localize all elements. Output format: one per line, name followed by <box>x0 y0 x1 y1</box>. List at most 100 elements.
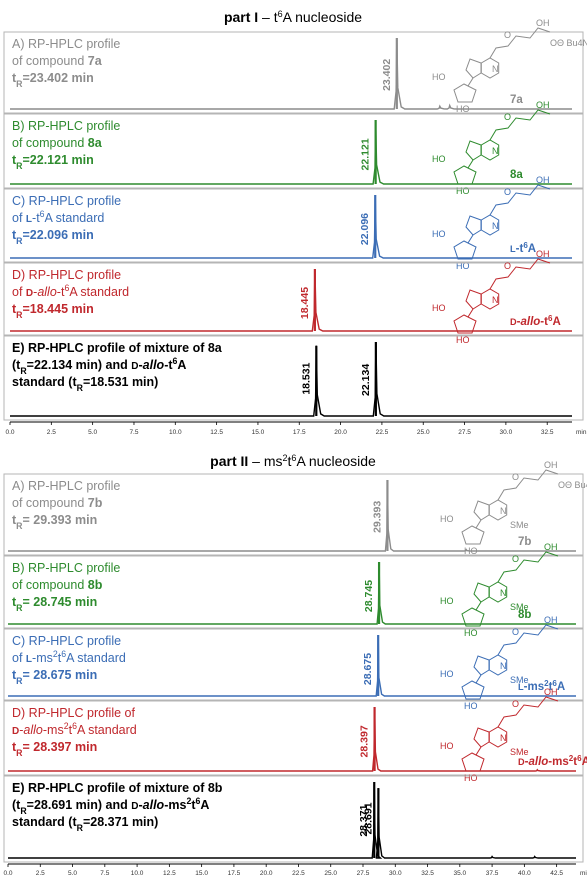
panel-frame <box>3 113 584 189</box>
panel-B: B) RP-HPLC profile of compound 8b tR​= 28.… <box>3 542 584 638</box>
x-tick-label: 10.0 <box>131 870 144 877</box>
panel-retention-time: tR​=23.402 min <box>12 71 94 89</box>
structure-sketch <box>453 184 551 260</box>
panel-frame <box>3 700 584 776</box>
ribose-oh-label: HO <box>464 773 478 783</box>
glycosidic-bond <box>475 519 482 529</box>
panel-label-line: C) RP-HPLC profile <box>12 634 121 648</box>
x-tick-label: 15.0 <box>252 429 265 436</box>
ho-label: HO <box>440 669 454 679</box>
x-tick-label: 7.5 <box>100 870 109 877</box>
compound-label: D-allo-ms2​t6​A <box>518 754 587 769</box>
glycosidic-bond <box>475 601 482 611</box>
ho-label: HO <box>432 303 446 313</box>
ribose-oh-label: HO <box>456 104 470 114</box>
panel-retention-time: tR​= 29.393 min <box>12 513 97 531</box>
structure-sketch <box>461 624 559 700</box>
x-tick-label: 17.5 <box>293 429 306 436</box>
panel-frame <box>3 335 584 421</box>
x-tick-label: 5.0 <box>88 429 97 436</box>
x-tick-label: 10.0 <box>169 429 182 436</box>
n-label: N <box>492 221 499 231</box>
peak-label: 29.393 <box>371 501 383 533</box>
o-label: O <box>504 30 511 40</box>
counterion-label: OΘ Bu4N⊕ <box>558 480 587 490</box>
peak-label: 28.675 <box>362 653 374 685</box>
n-label: N <box>492 146 499 156</box>
x-tick-label: 32.5 <box>541 429 554 436</box>
panel-label-line: E) RP-HPLC profile of mixture of 8b <box>12 781 223 795</box>
x-tick-label: 20.0 <box>260 870 273 877</box>
ribose-ring <box>453 83 477 103</box>
ribose-oh-label: HO <box>456 335 470 345</box>
peak-label: 23.402 <box>381 59 393 91</box>
panel-E: E) RP-HPLC profile of mixture of 8b(tR​=… <box>3 775 584 863</box>
sme-label: SMe <box>510 520 529 530</box>
panel-frame <box>3 262 584 336</box>
ho-label: HO <box>432 154 446 164</box>
oh-label: OH <box>544 615 558 625</box>
panel-frame <box>3 31 584 114</box>
compound-label: 7a <box>510 94 523 106</box>
imidazole-ring <box>473 500 490 521</box>
side-chain <box>497 551 559 583</box>
n-label: N <box>500 506 507 516</box>
glycosidic-bond <box>475 674 482 684</box>
o-label: O <box>512 554 519 564</box>
x-tick-label: 35.0 <box>453 870 466 877</box>
panel-label-line: of compound 8a <box>12 136 103 150</box>
compound-label: L-ms2​t6​A <box>518 679 565 694</box>
panel-retention-time: tR​=22.121 min <box>12 153 94 171</box>
panel-frame <box>3 775 584 863</box>
ribose-ring <box>453 314 477 334</box>
panel-frame <box>3 628 584 701</box>
n-label: N <box>500 588 507 598</box>
panel-A: A) RP-HPLC profile of compound 7a tR​=23.4… <box>3 18 587 114</box>
x-tick-label: 12.5 <box>210 429 223 436</box>
compound-label: 7b <box>518 536 531 548</box>
x-tick-label: 25.0 <box>417 429 430 436</box>
n-label: N <box>492 295 499 305</box>
panel-label-line: of compound 7a <box>12 54 103 68</box>
panel-label-line: B) RP-HPLC profile <box>12 561 120 575</box>
section-title: part I – t6A nucleoside <box>224 9 362 25</box>
peak-label: 18.531 <box>300 362 312 394</box>
x-tick-label: 30.0 <box>500 429 513 436</box>
panel-label-line: D) RP-HPLC profile <box>12 268 121 282</box>
panel-label-line: (tR​=28.691 min) and D-allo-ms2​t6​A <box>12 796 209 816</box>
x-tick-label: 0.0 <box>5 429 14 436</box>
panel-label-line: E) RP-HPLC profile of mixture of 8a <box>12 341 223 355</box>
structure-sketch <box>461 551 559 627</box>
sme-label: SMe <box>510 602 529 612</box>
x-tick-label: 20.0 <box>334 429 347 436</box>
x-unit-label: min <box>576 429 587 436</box>
glycosidic-bond <box>467 77 474 87</box>
compound-label: L-t6​A <box>510 241 536 256</box>
side-chain <box>489 258 551 290</box>
oh-label: OH <box>536 100 550 110</box>
panel-frame <box>3 555 584 629</box>
sme-label: SMe <box>510 747 529 757</box>
ribose-oh-label: HO <box>456 186 470 196</box>
counterion-label: OΘ Bu4N⊕ <box>550 38 587 48</box>
x-tick-label: 22.5 <box>376 429 389 436</box>
compound-label: D-allo-t6​A <box>510 314 561 329</box>
ribose-oh-label: HO <box>464 628 478 638</box>
panel-label-line: D) RP-HPLC profile of <box>12 706 135 720</box>
n-label: N <box>500 733 507 743</box>
oh-label: OH <box>544 542 558 552</box>
panel-label-line: C) RP-HPLC profile <box>12 194 121 208</box>
imidazole-ring <box>473 582 490 603</box>
glycosidic-bond <box>475 746 482 756</box>
panel-D: D) RP-HPLC profile ofD-allo-ms2​t6​A sta… <box>3 687 587 783</box>
panel-label-line: A) RP-HPLC profile <box>12 37 120 51</box>
ho-label: HO <box>440 596 454 606</box>
n-label: N <box>492 64 499 74</box>
panel-label-line: of D-allo-t6​A standard <box>12 283 129 299</box>
imidazole-ring <box>473 655 490 676</box>
x-tick-label: 5.0 <box>68 870 77 877</box>
section-title: part II – ms2t6A nucleoside <box>210 453 376 469</box>
